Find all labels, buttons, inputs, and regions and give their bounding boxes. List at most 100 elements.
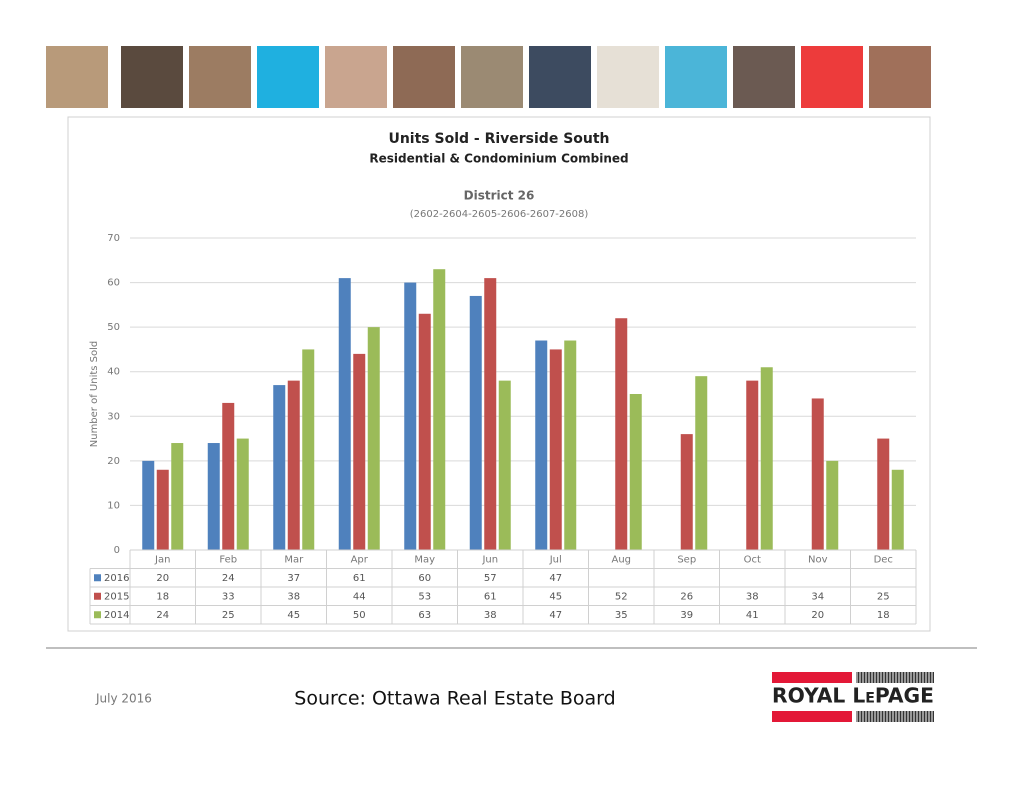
table-value: 41 (746, 610, 759, 621)
bar (353, 353, 366, 550)
logo: ROYAL LePAGE (772, 672, 934, 722)
photo (461, 46, 523, 108)
table-value: 35 (615, 610, 628, 621)
bar (156, 469, 169, 550)
bar (811, 398, 824, 550)
photo (325, 46, 387, 108)
source: Source: Ottawa Real Estate Board (294, 688, 615, 710)
x-tick-label: Mar (284, 554, 304, 565)
bar (680, 434, 693, 550)
bar (142, 460, 155, 550)
bar (236, 438, 249, 550)
bar (564, 340, 577, 550)
y-tick-label: 70 (107, 233, 120, 244)
district-codes: (2602-2604-2605-2606-2607-2608) (410, 209, 589, 220)
bar (695, 376, 708, 550)
photo (597, 46, 659, 108)
x-tick-label: Aug (611, 554, 631, 565)
table-value: 63 (418, 610, 431, 621)
photo (121, 46, 183, 108)
bar (746, 380, 759, 550)
bar (498, 380, 511, 550)
bar (484, 278, 497, 550)
table-value: 53 (418, 591, 431, 602)
photo (46, 46, 108, 108)
table-value: 37 (287, 573, 300, 584)
photo (733, 46, 795, 108)
table-value: 47 (549, 610, 562, 621)
x-tick-label: Apr (351, 554, 369, 565)
bar (338, 278, 351, 550)
legend-label: 2014 (104, 610, 129, 621)
y-tick-label: 30 (107, 411, 120, 422)
table-value: 20 (811, 610, 824, 621)
table-value: 18 (877, 610, 890, 621)
table-value: 25 (222, 610, 235, 621)
bar (302, 349, 315, 550)
table-value: 34 (811, 591, 824, 602)
bar (891, 469, 904, 550)
chart-title: Units Sold - Riverside South (388, 131, 609, 147)
logo-text: ROYAL LePAGE (772, 684, 934, 708)
y-tick-label: 20 (107, 456, 120, 467)
legend-swatch (94, 592, 101, 600)
legend-swatch (94, 611, 101, 619)
bar (171, 443, 184, 550)
photo (393, 46, 455, 108)
x-tick-label: Jun (481, 554, 498, 565)
bar (207, 443, 220, 550)
table-value: 33 (222, 591, 235, 602)
y-tick-label: 60 (107, 278, 120, 289)
table-value: 20 (156, 573, 169, 584)
table-value: 24 (156, 610, 169, 621)
table-value: 45 (549, 591, 562, 602)
y-axis-label: Number of Units Sold (89, 341, 100, 448)
legend-swatch (94, 574, 101, 582)
x-tick-label: Dec (874, 554, 893, 565)
legend-label: 2016 (104, 573, 129, 584)
table-value: 47 (549, 573, 562, 584)
bar (404, 282, 417, 550)
x-tick-label: Jul (549, 554, 562, 565)
table-value: 50 (353, 610, 366, 621)
logo-bar (772, 672, 852, 683)
bar (469, 295, 482, 550)
photo-strip (46, 46, 931, 108)
y-tick-label: 40 (107, 367, 120, 378)
y-tick-label: 10 (107, 500, 120, 511)
table-value: 44 (353, 591, 366, 602)
x-tick-label: Jan (154, 554, 170, 565)
logo-stripes (856, 711, 934, 722)
bar (287, 380, 300, 550)
district: District 26 (464, 189, 535, 203)
table-value: 18 (156, 591, 169, 602)
x-tick-label: Nov (808, 554, 828, 565)
bar (615, 318, 628, 550)
table-value: 26 (680, 591, 693, 602)
bar (273, 385, 286, 550)
photo (257, 46, 319, 108)
bar (433, 269, 446, 550)
legend-label: 2015 (104, 591, 129, 602)
x-tick-label: Sep (677, 554, 696, 565)
bar (418, 313, 431, 550)
table-value: 38 (484, 610, 497, 621)
table-value: 45 (287, 610, 300, 621)
bar (826, 460, 839, 550)
table-value: 52 (615, 591, 628, 602)
bar (367, 327, 380, 550)
table-value: 39 (680, 610, 693, 621)
y-tick-label: 50 (107, 322, 120, 333)
x-tick-label: May (414, 554, 435, 565)
logo-stripes (856, 672, 934, 683)
photo (189, 46, 251, 108)
table-value: 61 (353, 573, 366, 584)
table-value: 25 (877, 591, 890, 602)
date: July 2016 (95, 692, 152, 706)
logo-bar (772, 711, 852, 722)
table-value: 60 (418, 573, 431, 584)
bar (549, 349, 562, 550)
y-tick-label: 0 (114, 545, 120, 556)
table-value: 38 (287, 591, 300, 602)
